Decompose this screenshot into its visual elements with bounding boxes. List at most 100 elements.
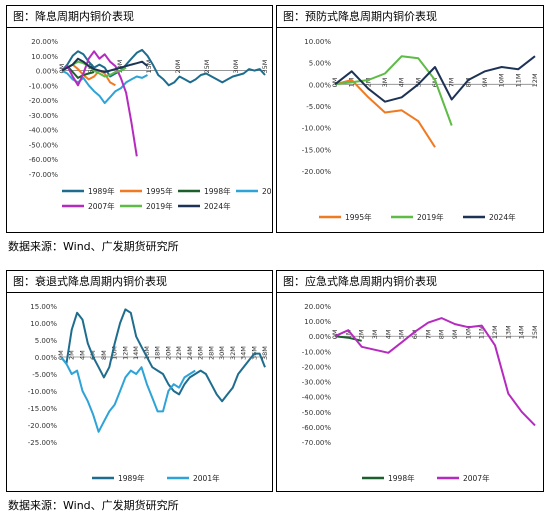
y-tick-label: -70.00%	[302, 439, 332, 447]
y-tick-label: -20.00%	[29, 97, 59, 105]
chart-recession: 15.00% 10.00% 5.00% 0.00% -5.00% -10.00% -15.0…	[28, 303, 269, 483]
legend-label-2024: 2024年	[204, 201, 231, 211]
y-tick-label: -5.00%	[32, 371, 57, 379]
y-tick-label: -20.00%	[302, 363, 332, 371]
series-line-2007	[334, 317, 536, 427]
y-tick-label: 15.00%	[30, 303, 57, 311]
legend-label-2001: 2001年	[193, 473, 220, 483]
chart-all-cycles: 20.00% 10.00% 0.00% -10.00% -20.00% -30.00% -4…	[29, 38, 272, 211]
series-line-2007	[61, 50, 138, 157]
x-tick-label: 34M	[240, 346, 248, 360]
x-tick-label: 20M	[164, 346, 172, 360]
y-tick-label: -30.00%	[302, 379, 332, 387]
series-line-1989	[60, 308, 266, 403]
x-tick-label: 0M	[57, 350, 65, 360]
x-tick-label: 14M	[518, 325, 526, 339]
y-tick-label: -10.00%	[29, 82, 59, 90]
series-line-2024	[61, 57, 149, 73]
x-tick-label: 12M	[491, 325, 499, 339]
x-tick-label: 0M	[331, 78, 339, 88]
x-tick-label: 8M	[464, 78, 472, 88]
x-tick-label: 3M	[371, 329, 379, 339]
legend-label-1998: 1998年	[204, 186, 231, 196]
x-tick-label: 2M	[68, 350, 76, 360]
x-tick-label: 4M	[398, 78, 406, 88]
x-tick-label: 7M	[424, 329, 432, 339]
y-tick-label: 0.00%	[36, 68, 59, 76]
y-tick-label: 10.00%	[304, 38, 331, 46]
x-tick-label: 24M	[186, 346, 194, 360]
chart-emergency: 20.00% 10.00% 0.00% -10.00% -20.00% -30.00% -4…	[302, 303, 539, 483]
x-tick-label: 9M	[481, 78, 489, 88]
x-tick-label: 11M	[514, 73, 522, 87]
y-tick-label: -5.00%	[306, 103, 331, 111]
series-line-2024	[334, 55, 536, 103]
panel-title: 图：衰退式降息周期内铜价表现	[7, 271, 272, 293]
y-tick-label: -20.00%	[28, 422, 58, 430]
y-tick-label: 5.00%	[309, 60, 332, 68]
x-tick-label: 22M	[175, 346, 183, 360]
series-line-1995	[334, 79, 436, 148]
legend-label-1995: 1995年	[146, 186, 173, 196]
x-tick-label: 13M	[504, 325, 512, 339]
x-tick-label: 26M	[197, 346, 205, 360]
x-tick-label: 6M	[411, 329, 419, 339]
panel-copper-emergency: 图：应急式降息周期内铜价表现 20.00% 10.00% 0.00% -10.00% -…	[276, 270, 544, 492]
x-tick-label: 0M	[58, 64, 66, 74]
x-tick-label: 10M	[464, 325, 472, 339]
series-line-1989	[61, 48, 266, 87]
x-tick-label: 20M	[174, 60, 182, 74]
panel-copper-preventive: 图：预防式降息周期内铜价表现 10.00% 5.00% 0.00% -5.00% -10…	[276, 5, 544, 233]
x-tick-label: 14M	[132, 346, 140, 360]
x-tick-label: 11M	[478, 325, 486, 339]
chart-preventive: 10.00% 5.00% 0.00% -5.00% -10.00% -15.00% -20.…	[302, 38, 539, 222]
x-tick-label: 5M	[398, 329, 406, 339]
y-tick-label: -40.00%	[302, 394, 332, 402]
x-tick-label: 2M	[358, 329, 366, 339]
y-tick-label: -15.00%	[302, 146, 332, 154]
y-tick-label: -50.00%	[302, 409, 332, 417]
x-tick-label: 18M	[154, 346, 162, 360]
x-tick-label: 12M	[121, 346, 129, 360]
x-tick-label: 15M	[531, 325, 539, 339]
source-note-bottom: 数据来源：Wind、广发期货研究所	[8, 499, 179, 512]
y-tick-label: 0.00%	[35, 354, 58, 362]
y-tick-label: -25.00%	[28, 439, 58, 447]
y-tick-label: 20.00%	[31, 38, 58, 46]
y-tick-label: -50.00%	[29, 141, 59, 149]
y-tick-label: -15.00%	[28, 405, 58, 413]
y-tick-label: -10.00%	[28, 388, 58, 396]
x-tick-label: 0M	[331, 329, 339, 339]
panel-title: 图：预防式降息周期内铜价表现	[277, 6, 543, 28]
x-tick-label: 8M	[100, 350, 108, 360]
y-tick-label: 5.00%	[35, 337, 58, 345]
y-tick-label: 20.00%	[304, 303, 331, 311]
x-tick-label: 30M	[218, 346, 226, 360]
x-tick-label: 32M	[229, 346, 237, 360]
x-tick-label: 1M	[344, 329, 352, 339]
x-tick-label: 12M	[531, 73, 539, 87]
x-tick-label: 5M	[414, 78, 422, 88]
legend-label-2007: 2007年	[463, 473, 490, 483]
panel-title: 图：降息周期内铜价表现	[7, 6, 272, 28]
source-note-top: 数据来源：Wind、广发期货研究所	[8, 240, 179, 253]
y-tick-label: -30.00%	[29, 112, 59, 120]
x-tick-label: 9M	[451, 329, 459, 339]
legend-label-1989: 1989年	[88, 186, 115, 196]
y-tick-label: 10.00%	[304, 318, 331, 326]
x-tick-label: 16M	[143, 346, 151, 360]
legend-label-2019: 2019年	[146, 201, 173, 211]
x-tick-label: 10M	[116, 60, 124, 74]
series-line-2001	[60, 356, 196, 433]
legend-label-1998: 1998年	[388, 473, 415, 483]
x-tick-label: 28M	[207, 346, 215, 360]
x-tick-label: 30M	[232, 60, 240, 74]
legend-label-2001: 2001年	[262, 186, 272, 196]
x-tick-label: 2M	[364, 78, 372, 88]
y-tick-label: 10.00%	[30, 320, 57, 328]
x-tick-label: 15M	[145, 60, 153, 74]
x-tick-label: 25M	[203, 60, 211, 74]
x-tick-label: 10M	[111, 346, 119, 360]
x-tick-label: 8M	[438, 329, 446, 339]
y-tick-label: -60.00%	[29, 156, 59, 164]
